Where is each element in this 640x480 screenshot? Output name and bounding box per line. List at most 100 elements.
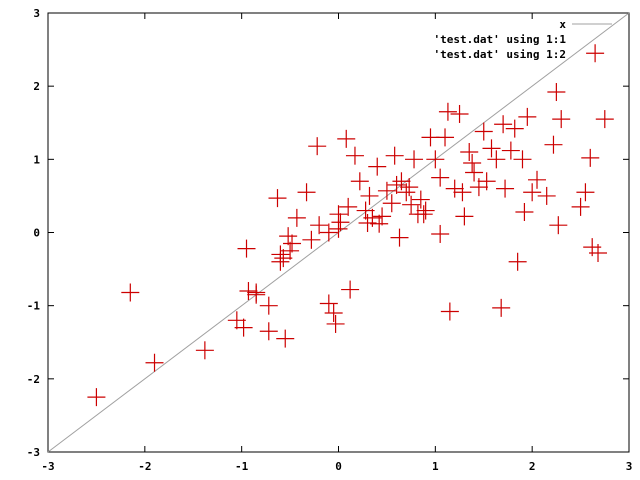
- y-tick-label: 0: [33, 227, 40, 240]
- legend-label-series-2: 'test.dat' using 1:2: [434, 48, 566, 61]
- data-point: [297, 183, 316, 202]
- series-points: [87, 44, 614, 407]
- data-point: [416, 201, 435, 220]
- x-tick-label: 1: [432, 460, 439, 473]
- x-tick-label: -1: [235, 460, 249, 473]
- data-point: [505, 119, 524, 138]
- legend-label-x: x: [559, 18, 566, 31]
- data-point: [453, 183, 472, 202]
- data-point: [455, 207, 474, 226]
- data-point: [237, 239, 256, 258]
- data-point: [513, 150, 532, 169]
- data-point: [358, 213, 377, 232]
- data-point: [445, 179, 464, 198]
- data-point: [145, 353, 164, 372]
- data-point: [319, 294, 338, 313]
- data-point: [431, 224, 450, 243]
- data-point: [268, 189, 287, 208]
- data-point: [494, 115, 513, 134]
- y-tick-label: 1: [33, 153, 40, 166]
- data-point: [528, 170, 547, 189]
- data-point: [310, 216, 329, 235]
- x-tick-label: 3: [626, 460, 633, 473]
- x-tick-label: -2: [138, 460, 151, 473]
- data-point: [227, 311, 246, 330]
- data-point: [319, 223, 338, 242]
- data-point: [382, 194, 401, 213]
- data-point: [195, 341, 214, 360]
- data-point: [492, 298, 511, 317]
- data-point: [271, 252, 290, 271]
- data-point: [523, 183, 542, 202]
- data-point: [482, 139, 501, 158]
- data-point: [87, 388, 106, 407]
- data-point: [463, 153, 482, 172]
- data-point: [576, 183, 595, 202]
- data-point: [390, 228, 409, 247]
- data-point: [515, 203, 534, 222]
- data-point: [571, 197, 590, 216]
- y-tick-label: -1: [27, 300, 41, 313]
- data-point: [547, 83, 566, 102]
- data-point: [400, 178, 419, 197]
- data-point: [402, 195, 421, 214]
- data-point: [460, 143, 479, 162]
- y-tick-label: 3: [33, 7, 40, 20]
- data-point: [508, 252, 527, 271]
- y-tick-labels: -3 -2 -1 0 1 2 3: [27, 7, 41, 459]
- data-point: [465, 163, 484, 182]
- data-point: [438, 102, 457, 121]
- x-tick-label: 2: [529, 460, 536, 473]
- data-point: [477, 172, 496, 191]
- data-point: [234, 318, 253, 337]
- data-point: [581, 148, 600, 167]
- x-tick-label: -3: [41, 460, 54, 473]
- data-point: [387, 175, 406, 194]
- data-point: [501, 141, 520, 160]
- data-point: [385, 146, 404, 165]
- data-point: [326, 314, 345, 333]
- data-point: [239, 282, 258, 301]
- data-point: [487, 150, 506, 169]
- data-point: [324, 303, 343, 322]
- data-point: [544, 135, 563, 154]
- data-point: [370, 214, 389, 233]
- data-point: [350, 172, 369, 191]
- data-point: [308, 137, 327, 156]
- data-point: [345, 146, 364, 165]
- data-point: [549, 216, 568, 235]
- data-point: [276, 329, 295, 348]
- data-point: [247, 285, 266, 304]
- data-point: [496, 179, 515, 198]
- y-tick-label: -3: [27, 446, 40, 459]
- data-point: [356, 201, 375, 220]
- data-point: [552, 110, 571, 129]
- axis-ticks: [47, 12, 630, 453]
- data-point: [440, 302, 459, 321]
- data-point: [259, 322, 278, 341]
- data-point: [331, 213, 350, 232]
- data-point: [287, 208, 306, 227]
- data-point: [589, 243, 608, 262]
- data-point: [537, 186, 556, 205]
- data-point: [121, 283, 140, 302]
- data-point: [426, 150, 445, 169]
- data-point: [337, 129, 356, 148]
- y-tick-label: 2: [33, 80, 40, 93]
- data-point: [431, 168, 450, 187]
- legend: x 'test.dat' using 1:1 'test.dat' using …: [434, 18, 612, 61]
- data-point: [281, 241, 300, 260]
- data-point: [436, 128, 455, 147]
- data-point: [411, 190, 430, 209]
- data-point: [450, 104, 469, 123]
- data-point: [368, 157, 387, 176]
- y-tick-label: -2: [27, 373, 40, 386]
- data-point: [302, 230, 321, 249]
- data-point: [586, 44, 605, 63]
- data-point: [373, 207, 392, 226]
- data-point: [360, 186, 379, 205]
- data-point: [518, 107, 537, 126]
- x-tick-label: 0: [335, 460, 342, 473]
- data-point: [341, 280, 360, 299]
